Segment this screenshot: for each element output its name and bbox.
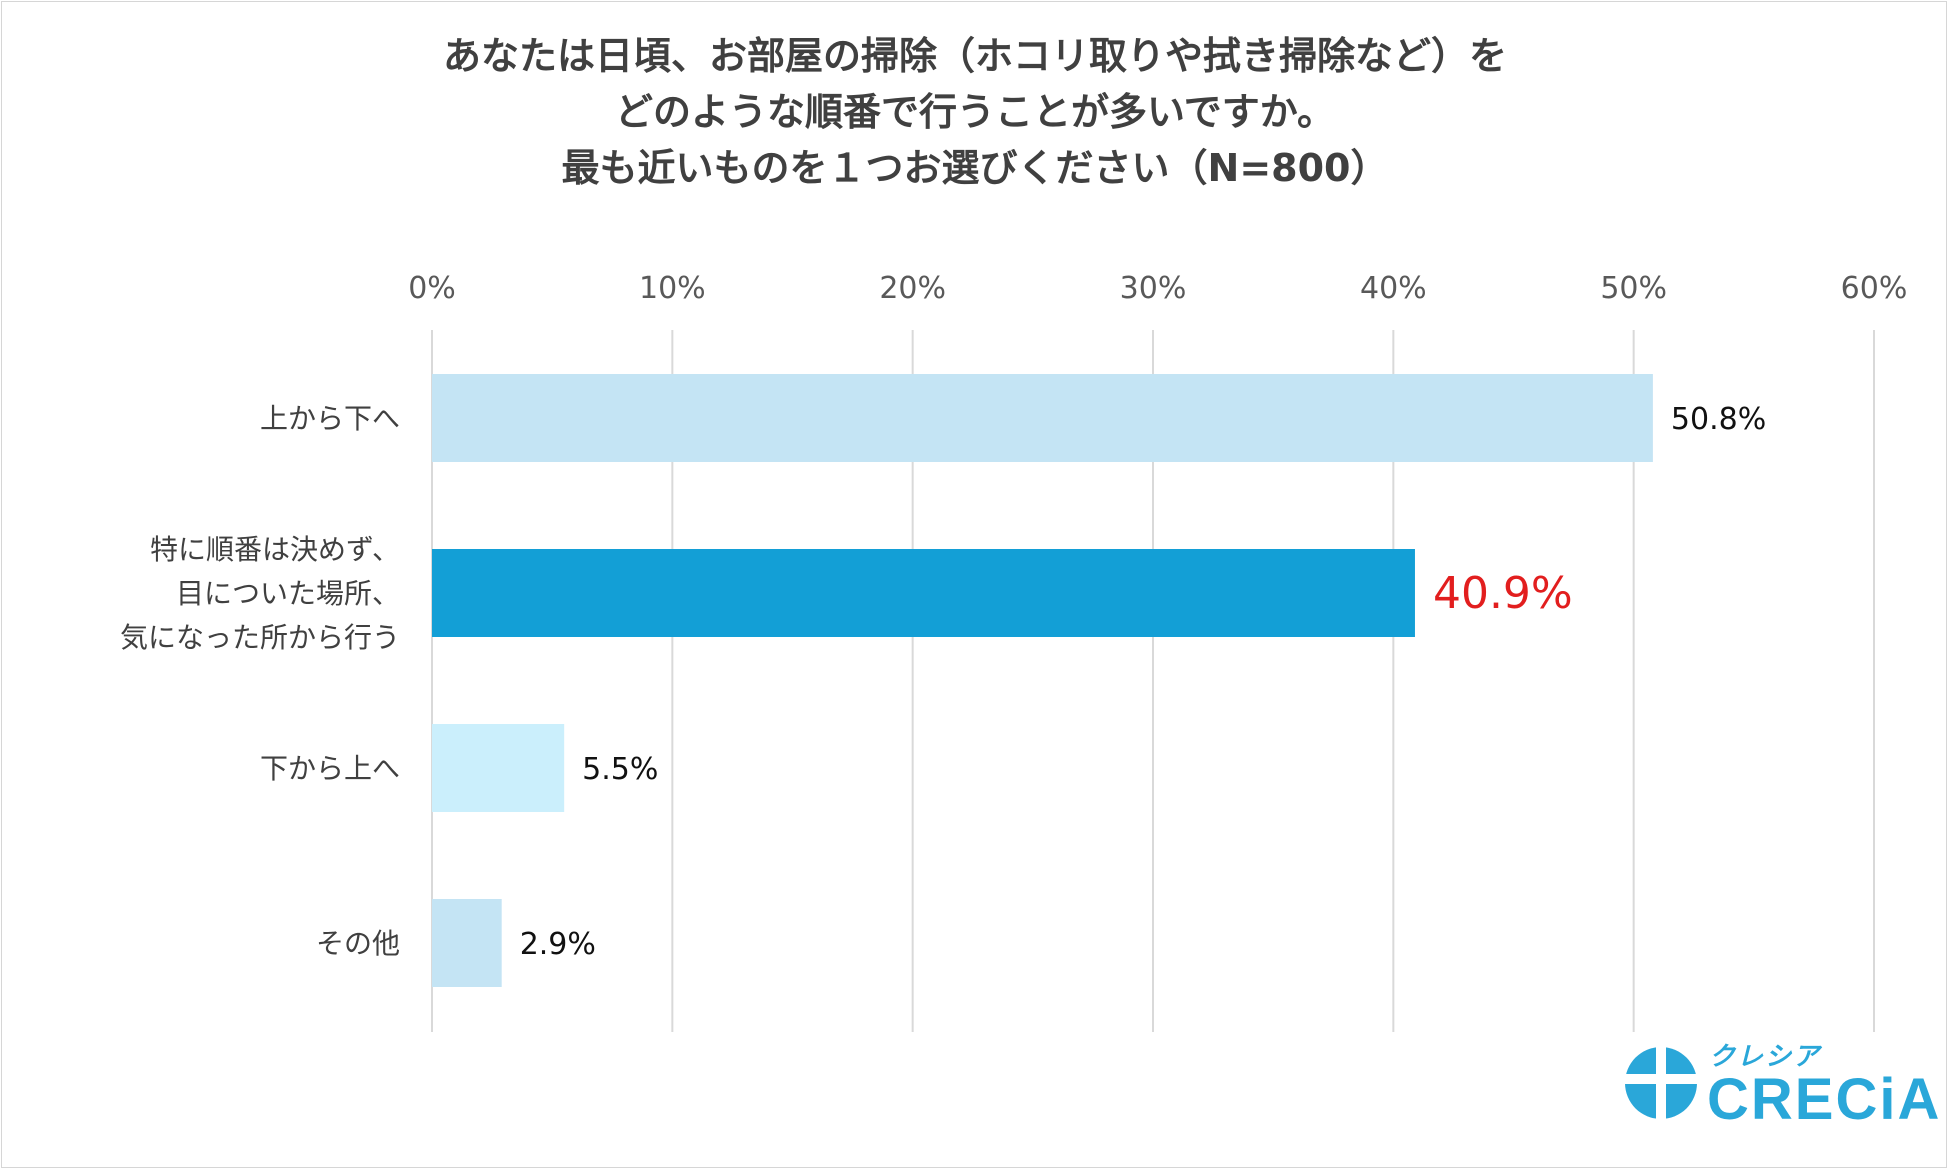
value-label: 50.8% [1671,402,1766,437]
title-line-2: どのような順番で行うことが多いですか。 [614,90,1336,134]
title-line-1: あなたは日頃、お部屋の掃除（ホコリ取りや拭き掃除など）を [442,34,1507,78]
x-tick-label: 20% [879,271,946,306]
x-tick-label: 50% [1600,271,1667,306]
cross-logo-icon [1625,1047,1697,1119]
chart-title: あなたは日頃、お部屋の掃除（ホコリ取りや拭き掃除など）を どのような順番で行うこ… [0,28,1950,196]
logo-wordmark: CRECiA [1707,1067,1942,1132]
x-tick-label: 0% [408,271,456,306]
value-label: 5.5% [582,752,658,787]
category-label: 上から下へ [260,402,400,435]
category-label: 目についた場所、 [176,577,400,610]
category-label: 下から上へ [260,752,400,785]
crecia-logo: クレシア CRECiA [1625,1030,1939,1132]
category-label: 特に順番は決めず、 [150,533,400,566]
value-label: 2.9% [520,927,596,962]
category-label: 気になった所から行う [120,621,400,654]
x-tick-label: 60% [1841,271,1908,306]
logo-kana: クレシア [1709,1042,1822,1072]
bar [432,724,565,812]
bar [432,549,1415,637]
x-tick-label: 30% [1120,271,1187,306]
title-line-3: 最も近いものを１つお選びください（N=800） [561,146,1389,190]
bar [432,374,1653,462]
value-label: 40.9% [1433,568,1573,619]
bar [432,899,502,987]
category-label: その他 [316,927,400,960]
x-tick-label: 40% [1360,271,1427,306]
x-tick-label: 10% [639,271,706,306]
